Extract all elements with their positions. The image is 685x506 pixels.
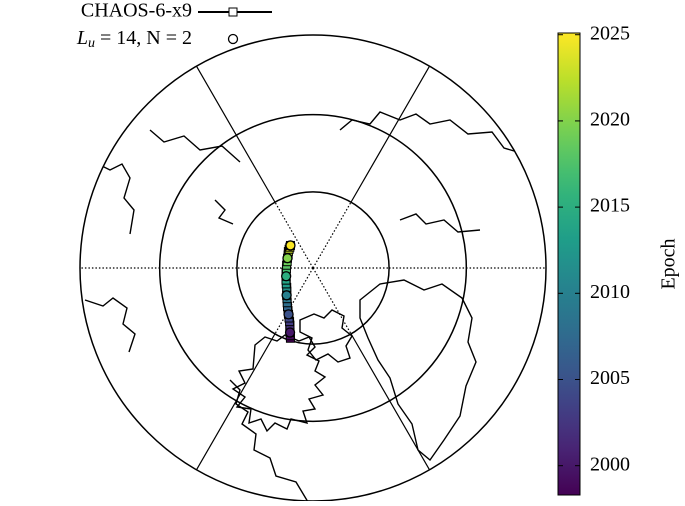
meridian — [350, 65, 431, 203]
pole-point — [282, 253, 293, 264]
markers — [281, 240, 296, 343]
colorbar-tick-label: 2000 — [590, 453, 630, 475]
colorbar-tick-label: 2020 — [590, 109, 630, 131]
pole-point — [281, 271, 292, 282]
colorbar: 2000 2005 2010 2015 2020 2025 Epoch — [557, 22, 680, 496]
colorbar-tick-label: 2025 — [590, 22, 630, 44]
legend-marker — [228, 7, 238, 17]
colorbar-fill — [557, 32, 581, 496]
graticule — [79, 34, 547, 502]
meridian — [312, 201, 352, 269]
colorbar-tick-label: 2005 — [590, 367, 630, 389]
pole-point — [281, 290, 292, 301]
legend-marker — [227, 33, 239, 45]
legend-label-part: = 14, N = 2 — [95, 27, 192, 49]
pole-point — [285, 240, 296, 251]
meridian — [274, 267, 314, 335]
meridian — [274, 201, 314, 269]
meridian — [350, 333, 431, 471]
meridian — [195, 333, 276, 471]
pole-point — [284, 327, 296, 338]
legend-label-part: L — [76, 27, 88, 49]
colorbar-label: Epoch — [658, 238, 680, 289]
meridian — [195, 65, 276, 203]
legend: CHAOS-6-x9 Lu = 14, N = 2 — [76, 0, 272, 51]
legend-label: Lu = 14, N = 2 — [76, 27, 192, 52]
meridian — [312, 267, 352, 335]
pole-point — [283, 309, 294, 320]
legend-label-part: u — [88, 36, 95, 51]
colorbar-tick-label: 2015 — [590, 195, 630, 217]
legend-label: CHAOS-6-x9 — [81, 0, 192, 22]
colorbar-tick-label: 2010 — [590, 281, 630, 303]
